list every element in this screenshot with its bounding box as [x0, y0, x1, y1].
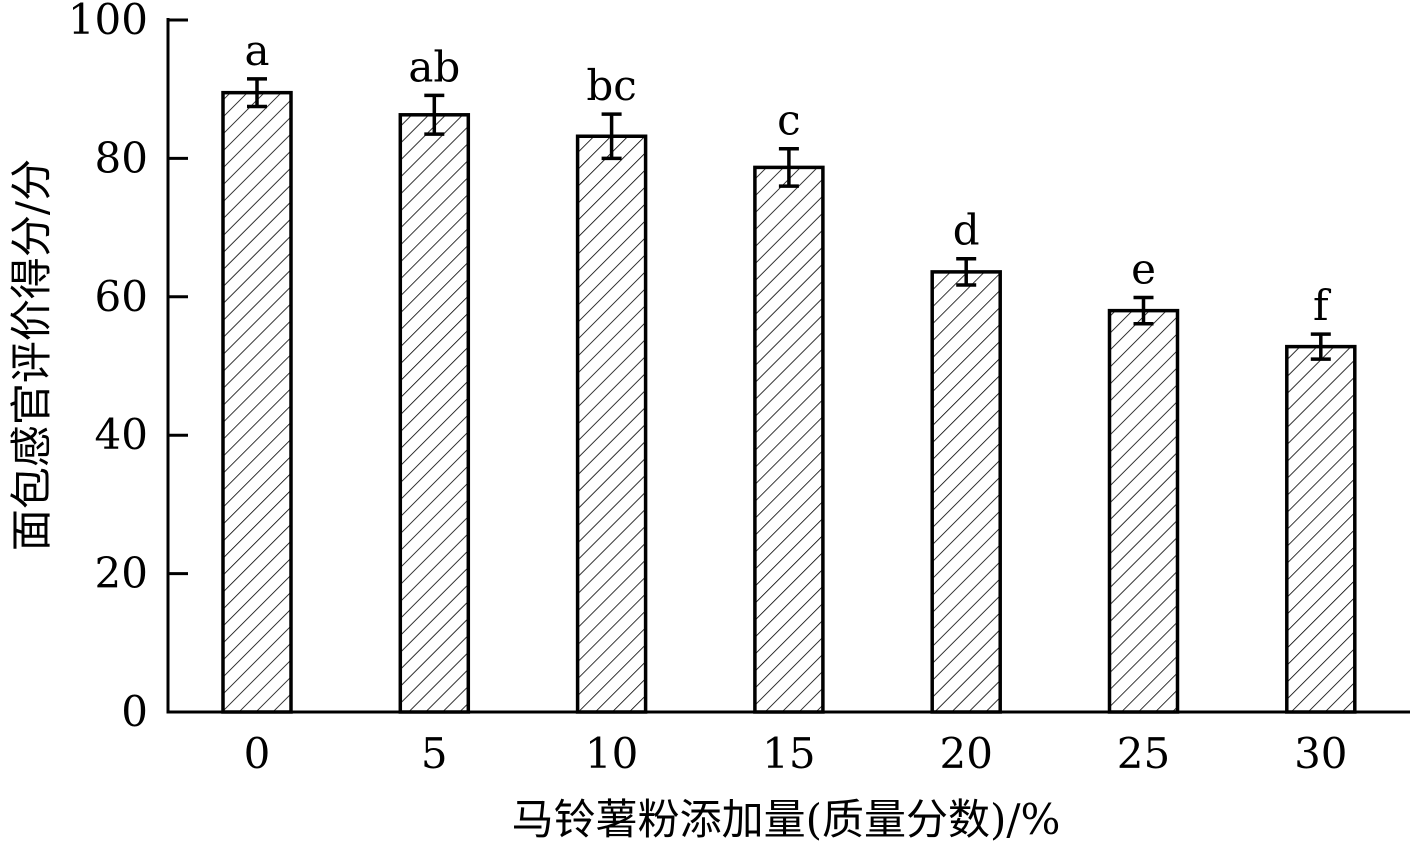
- error-bar-20: [956, 256, 977, 287]
- x-tick-label-15: 15: [762, 729, 815, 778]
- x-tick-label-25: 25: [1117, 729, 1170, 778]
- axes-layer: 0 20 40 60 80 100 0 5 10 15 20 25 30: [68, 0, 1410, 778]
- x-axis-title: 马铃薯粉添加量(质量分数)/%: [512, 795, 1061, 844]
- error-bar-25: [1133, 295, 1154, 326]
- significance-label-30: f: [1313, 281, 1332, 330]
- significance-label-0: a: [244, 26, 269, 75]
- significance-label-25: e: [1131, 244, 1156, 293]
- bar-15: [753, 165, 825, 714]
- error-bar-10: [601, 112, 622, 161]
- y-tick-label: 40: [95, 410, 148, 459]
- x-tick-label-20: 20: [939, 729, 992, 778]
- error-bar-15: [778, 146, 799, 188]
- x-tick-label-5: 5: [421, 729, 448, 778]
- error-bar-5: [424, 93, 445, 136]
- bar-0: [221, 90, 293, 714]
- x-tick-label-30: 30: [1294, 729, 1347, 778]
- y-tick-label: 60: [95, 272, 148, 321]
- significance-label-20: d: [953, 206, 980, 255]
- bar-5: [398, 113, 471, 714]
- x-tick-label-0: 0: [244, 729, 271, 778]
- bar-25: [1107, 308, 1180, 714]
- bar-30: [1285, 344, 1357, 714]
- bars-layer: a ab bc c d e f: [221, 26, 1357, 714]
- significance-label-15: c: [777, 96, 801, 145]
- y-tick-label: 20: [95, 549, 148, 598]
- error-bar-0: [247, 77, 267, 109]
- y-tick-label: 80: [95, 133, 148, 182]
- error-bar-30: [1310, 332, 1331, 361]
- y-axis-title: 面包感官评价得分/分: [7, 159, 56, 551]
- x-tick-label-10: 10: [585, 729, 638, 778]
- bar-10: [575, 134, 648, 714]
- y-tick-label: 100: [68, 0, 148, 44]
- y-tick-label: 0: [121, 687, 148, 736]
- significance-label-10: bc: [586, 61, 636, 110]
- bar-20: [930, 270, 1002, 714]
- significance-label-5: ab: [408, 42, 460, 91]
